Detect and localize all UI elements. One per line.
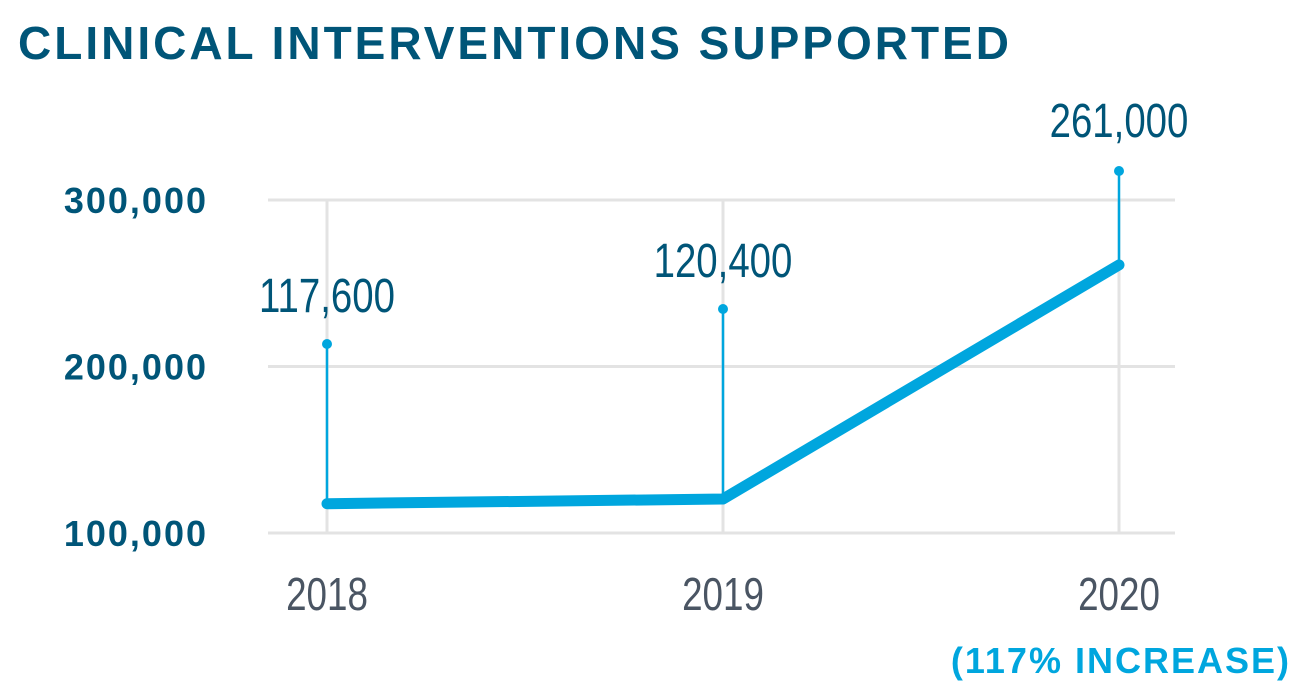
leader-dot [1114,166,1124,176]
leader-dot [322,339,332,349]
increase-annotation: (117% INCREASE) [950,640,1291,681]
data-label: 261,000 [1050,95,1189,148]
ytick-label: 200,000 [64,347,208,388]
ytick-label: 100,000 [64,513,208,554]
xtick-label: 2020 [1078,568,1160,620]
xtick-label: 2018 [286,568,368,620]
chart-title: CLINICAL INTERVENTIONS SUPPORTED [18,17,1012,69]
ytick-label: 300,000 [64,180,208,221]
data-label: 117,600 [259,270,395,323]
data-label: 120,400 [654,235,793,288]
leader-dot [718,304,728,314]
xtick-label: 2019 [682,568,764,620]
